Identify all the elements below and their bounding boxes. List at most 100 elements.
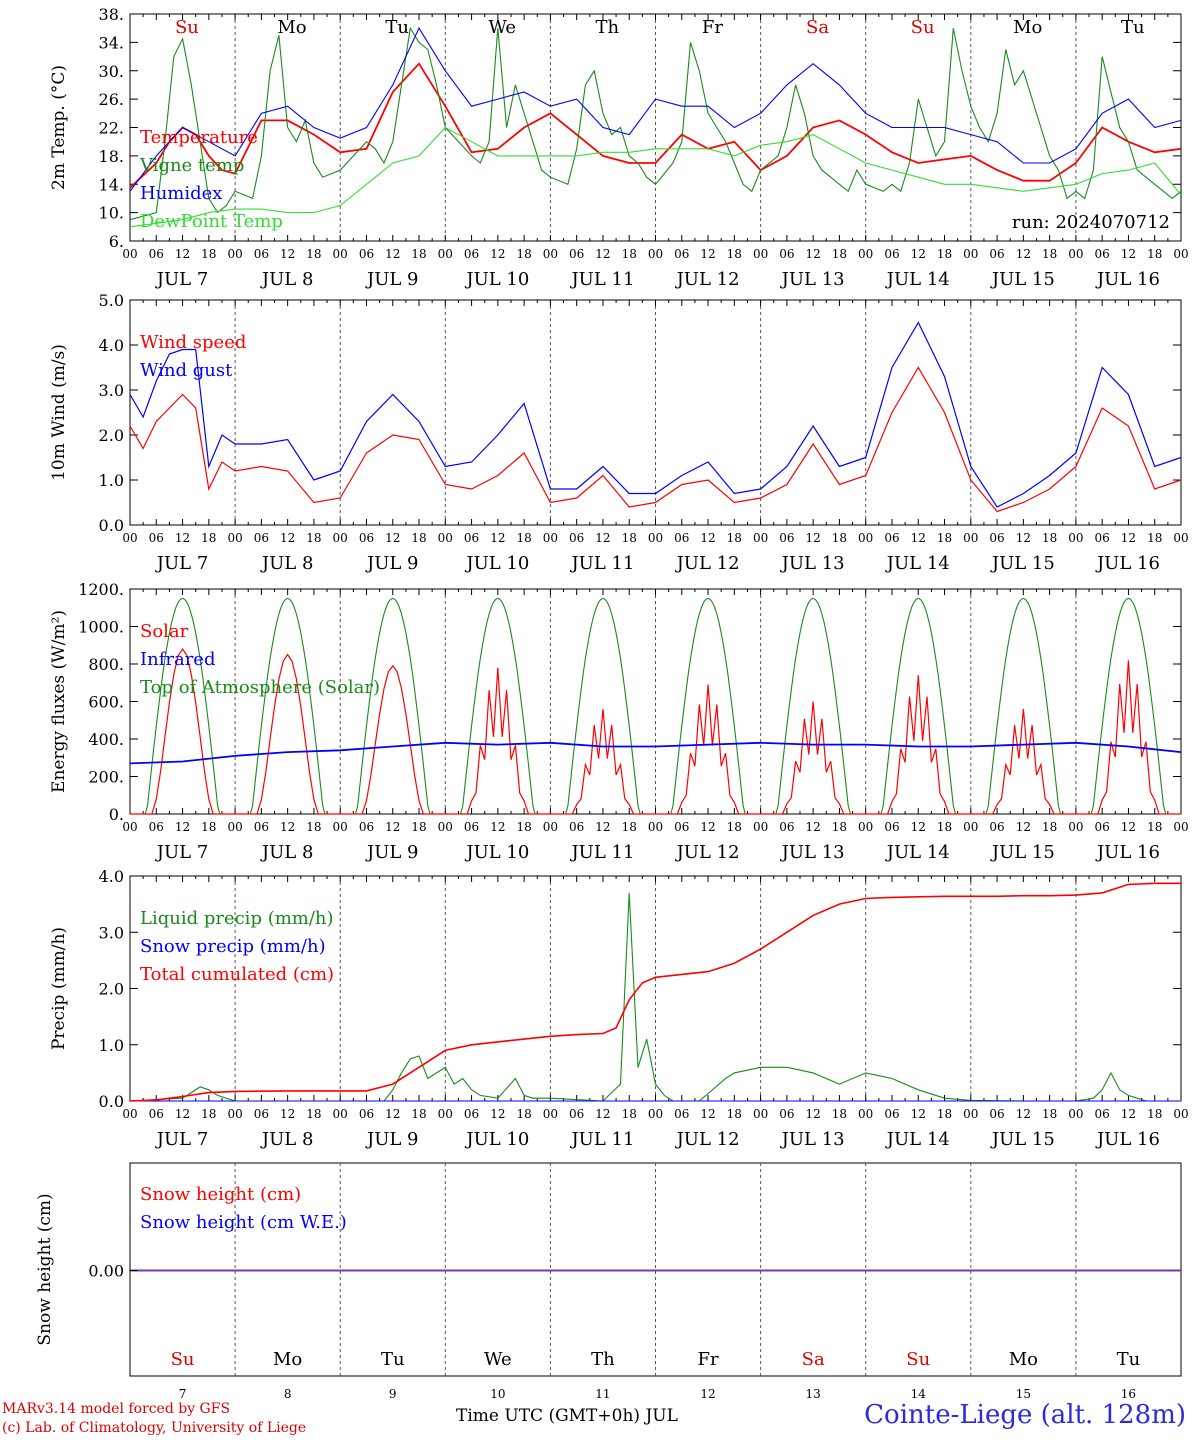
day-number-label: 11 bbox=[595, 1387, 610, 1401]
series-line bbox=[655, 684, 761, 815]
hour-tick-label: 12 bbox=[280, 531, 295, 545]
hour-tick-label: 18 bbox=[411, 1107, 426, 1121]
day-name-label: Mo bbox=[273, 1349, 302, 1370]
hour-tick-label: 00 bbox=[753, 1107, 768, 1121]
date-label: JUL 9 bbox=[365, 842, 419, 863]
hour-tick-label: 06 bbox=[1095, 820, 1110, 834]
hour-tick-label: 06 bbox=[884, 820, 899, 834]
hour-tick-label: 12 bbox=[175, 247, 190, 261]
date-label: JUL 13 bbox=[780, 1129, 845, 1150]
legend-entry: Top of Atmosphere (Solar) bbox=[140, 677, 380, 698]
y-tick-label: 6. bbox=[109, 232, 124, 251]
series-line bbox=[129, 26, 1182, 221]
date-label: JUL 15 bbox=[990, 553, 1055, 574]
hour-tick-label: 12 bbox=[490, 247, 505, 261]
series-line bbox=[129, 741, 1182, 765]
hour-tick-label: 00 bbox=[227, 820, 242, 834]
hour-tick-label: 18 bbox=[1042, 1107, 1057, 1121]
hour-tick-label: 18 bbox=[306, 247, 321, 261]
y-axis-label: 2m Temp. (°C) bbox=[49, 65, 69, 190]
hour-tick-label: 06 bbox=[254, 1107, 269, 1121]
hour-tick-label: 12 bbox=[806, 1107, 821, 1121]
day-name-label: Su bbox=[171, 1349, 195, 1370]
hour-tick-label: 12 bbox=[911, 1107, 926, 1121]
hour-tick-label: 00 bbox=[648, 820, 663, 834]
hour-tick-label: 18 bbox=[516, 820, 531, 834]
hour-tick-label: 18 bbox=[937, 247, 952, 261]
series-line bbox=[445, 667, 551, 815]
lab-credit: (c) Lab. of Climatology, University of L… bbox=[2, 1420, 307, 1436]
series-line bbox=[865, 597, 971, 815]
hour-tick-label: 18 bbox=[622, 820, 637, 834]
hour-tick-label: 06 bbox=[149, 531, 164, 545]
hour-tick-label: 00 bbox=[753, 247, 768, 261]
hour-tick-label: 06 bbox=[254, 531, 269, 545]
hour-tick-label: 12 bbox=[175, 1107, 190, 1121]
hour-tick-label: 00 bbox=[858, 247, 873, 261]
hour-tick-label: 18 bbox=[1147, 531, 1162, 545]
hour-tick-label: 00 bbox=[858, 1107, 873, 1121]
date-label: JUL 9 bbox=[365, 1129, 419, 1150]
y-tick-label: 4.0 bbox=[99, 336, 124, 355]
date-label: JUL 12 bbox=[675, 1129, 740, 1150]
hour-tick-label: 00 bbox=[333, 531, 348, 545]
hour-tick-label: 18 bbox=[1042, 820, 1057, 834]
hour-tick-label: 00 bbox=[227, 1107, 242, 1121]
hour-tick-label: 18 bbox=[411, 531, 426, 545]
hour-tick-label: 18 bbox=[1147, 247, 1162, 261]
hour-tick-label: 00 bbox=[543, 820, 558, 834]
day-name-label: Mo bbox=[1013, 17, 1042, 38]
series-line bbox=[1075, 597, 1181, 815]
date-label: JUL 8 bbox=[260, 842, 314, 863]
hour-tick-label: 12 bbox=[1016, 820, 1031, 834]
hour-tick-label: 06 bbox=[884, 247, 899, 261]
hour-tick-label: 00 bbox=[1173, 820, 1188, 834]
hour-tick-label: 00 bbox=[1173, 247, 1188, 261]
hour-tick-label: 00 bbox=[227, 247, 242, 261]
hour-tick-label: 12 bbox=[175, 531, 190, 545]
date-label: JUL 14 bbox=[885, 1129, 950, 1150]
date-label: JUL 16 bbox=[1095, 842, 1160, 863]
hour-tick-label: 06 bbox=[254, 820, 269, 834]
hour-tick-label: 06 bbox=[674, 820, 689, 834]
hour-tick-label: 18 bbox=[516, 1107, 531, 1121]
hour-tick-label: 06 bbox=[359, 1107, 374, 1121]
y-tick-label: 5.0 bbox=[99, 291, 124, 310]
date-label: JUL 15 bbox=[990, 842, 1055, 863]
hour-tick-label: 06 bbox=[884, 531, 899, 545]
hour-tick-label: 00 bbox=[1173, 1107, 1188, 1121]
hour-tick-label: 18 bbox=[832, 247, 847, 261]
hour-tick-label: 18 bbox=[937, 1107, 952, 1121]
series-line bbox=[970, 597, 1076, 815]
y-tick-label: 3.0 bbox=[99, 381, 124, 400]
model-credit: MARv3.14 model forced by GFS bbox=[2, 1401, 231, 1417]
hour-tick-label: 12 bbox=[385, 820, 400, 834]
day-name-label: Th bbox=[591, 1349, 615, 1370]
hour-tick-label: 06 bbox=[989, 1107, 1004, 1121]
hour-tick-label: 00 bbox=[122, 820, 137, 834]
day-number-label: 15 bbox=[1016, 1387, 1031, 1401]
hour-tick-label: 00 bbox=[648, 1107, 663, 1121]
date-label: JUL 16 bbox=[1095, 553, 1160, 574]
series-line bbox=[129, 321, 1182, 508]
hour-tick-label: 12 bbox=[1121, 247, 1136, 261]
hour-tick-label: 18 bbox=[1147, 820, 1162, 834]
date-label: JUL 15 bbox=[990, 269, 1055, 290]
hour-tick-label: 12 bbox=[700, 531, 715, 545]
hour-tick-label: 06 bbox=[779, 1107, 794, 1121]
legend-entry: Temperature bbox=[140, 127, 258, 148]
series-line bbox=[865, 675, 971, 815]
series-line bbox=[129, 62, 1182, 189]
hour-tick-label: 18 bbox=[201, 247, 216, 261]
hour-tick-label: 00 bbox=[1068, 820, 1083, 834]
hour-tick-label: 00 bbox=[1068, 247, 1083, 261]
hour-tick-label: 18 bbox=[622, 531, 637, 545]
hour-tick-label: 00 bbox=[543, 1107, 558, 1121]
day-name-label: Tu bbox=[1117, 1349, 1141, 1370]
series-line bbox=[550, 597, 656, 815]
series-line bbox=[655, 597, 761, 815]
y-tick-label: 2.0 bbox=[99, 980, 124, 999]
hour-tick-label: 12 bbox=[911, 247, 926, 261]
hour-tick-label: 18 bbox=[832, 820, 847, 834]
hour-tick-label: 06 bbox=[569, 1107, 584, 1121]
